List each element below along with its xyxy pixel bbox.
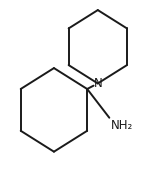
Text: N: N [93, 77, 102, 90]
Text: NH₂: NH₂ [111, 119, 133, 132]
